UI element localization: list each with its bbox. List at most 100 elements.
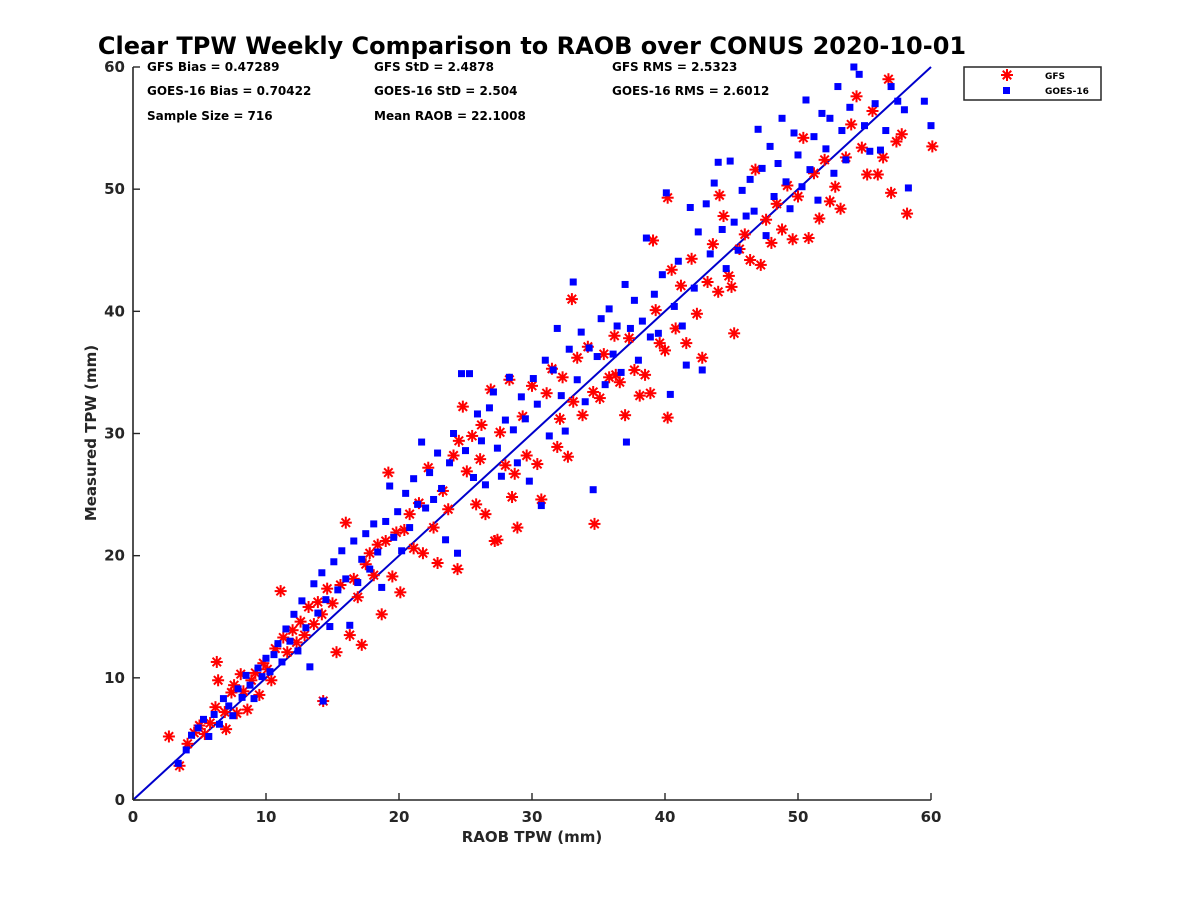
goes-16-point bbox=[234, 685, 242, 693]
goes-16-point bbox=[250, 695, 258, 703]
gfs-point bbox=[639, 368, 652, 381]
gfs-point bbox=[520, 449, 533, 462]
y-axis-label: Measured TPW (mm) bbox=[82, 345, 100, 521]
gfs-point bbox=[218, 706, 231, 719]
goes-16-point bbox=[814, 196, 822, 204]
goes-16-point bbox=[838, 127, 846, 135]
gfs-point bbox=[379, 535, 392, 548]
gfs-point bbox=[403, 508, 416, 521]
goes-16-point bbox=[469, 473, 477, 481]
gfs-point bbox=[813, 212, 826, 225]
gfs-point bbox=[499, 459, 512, 472]
gfs-point bbox=[576, 409, 589, 422]
goes-16-point bbox=[557, 392, 565, 400]
gfs-point bbox=[885, 186, 898, 199]
goes-16-point bbox=[887, 83, 895, 91]
gfs-point bbox=[659, 344, 671, 357]
goes-16-point bbox=[846, 103, 854, 111]
goes-16-point bbox=[242, 671, 250, 679]
goes-16-point bbox=[481, 481, 489, 489]
goes-16-point bbox=[410, 475, 418, 483]
goes-16-point bbox=[694, 228, 702, 236]
gfs-point bbox=[823, 195, 836, 208]
gfs-point bbox=[871, 168, 884, 181]
goes-16-point bbox=[545, 432, 553, 440]
gfs-point bbox=[834, 202, 847, 215]
gfs-point bbox=[470, 498, 483, 511]
goes-16-point bbox=[306, 663, 314, 671]
goes-16-point bbox=[430, 495, 438, 503]
goes-16-point bbox=[830, 169, 838, 177]
goes-16-point bbox=[826, 114, 834, 122]
gfs-point bbox=[311, 596, 324, 609]
gfs-point bbox=[561, 450, 574, 463]
goes-16-point bbox=[678, 322, 686, 330]
gfs-point bbox=[712, 285, 725, 298]
goes-16-point bbox=[418, 438, 426, 446]
goes-16-point bbox=[434, 449, 442, 457]
gfs-point bbox=[162, 730, 175, 743]
goes-16-point bbox=[682, 361, 690, 369]
goes-16-bias-stat: GOES-16 Bias = 0.70422 bbox=[147, 84, 311, 98]
gfs-point bbox=[760, 213, 773, 226]
goes-16-point bbox=[834, 83, 842, 91]
gfs-point bbox=[491, 533, 504, 546]
goes-16-point bbox=[174, 759, 182, 767]
goes-16-point bbox=[646, 333, 654, 341]
gfs-point bbox=[701, 276, 714, 289]
goes-16-point bbox=[642, 234, 650, 242]
goes-16-point bbox=[322, 596, 330, 604]
gfs-point bbox=[845, 118, 858, 131]
legend-goes-16-marker bbox=[1003, 87, 1010, 94]
goes-16-point bbox=[589, 486, 597, 494]
gfs-point bbox=[460, 465, 473, 478]
gfs-point bbox=[850, 90, 863, 103]
goes-16-point bbox=[894, 97, 902, 105]
goes-16-std-stat: GOES-16 StD = 2.504 bbox=[374, 84, 517, 98]
goes-16-point bbox=[577, 328, 585, 336]
goes-16-point bbox=[338, 547, 346, 555]
gfs-point bbox=[210, 655, 223, 668]
gfs-point bbox=[706, 238, 719, 251]
gfs-point bbox=[326, 597, 339, 610]
gfs-point bbox=[713, 189, 726, 202]
gfs-point bbox=[855, 141, 868, 154]
sample-size-stat: Sample Size = 716 bbox=[147, 109, 273, 123]
x-tick-label: 60 bbox=[921, 808, 942, 826]
y-axis-ticks: 0 10 20 30 40 50 60 bbox=[104, 58, 140, 809]
goes-16-point bbox=[638, 317, 646, 325]
y-tick-label: 60 bbox=[104, 58, 125, 76]
gfs-point bbox=[649, 304, 662, 317]
goes-16-point bbox=[205, 732, 213, 740]
goes-16-point bbox=[876, 146, 884, 154]
goes-16-point bbox=[262, 654, 270, 662]
gfs-point bbox=[776, 223, 789, 236]
goes-16-point bbox=[402, 489, 410, 497]
x-tick-label: 40 bbox=[655, 808, 676, 826]
goes-16-point bbox=[398, 547, 406, 555]
x-tick-label: 10 bbox=[256, 808, 277, 826]
goes-16-point bbox=[855, 70, 863, 78]
goes-16-point bbox=[537, 502, 545, 510]
goes-16-point bbox=[362, 530, 370, 538]
goes-16-point bbox=[617, 368, 625, 376]
goes-16-point bbox=[553, 324, 561, 332]
goes-16-point bbox=[790, 129, 798, 137]
gfs-std-stat: GFS StD = 2.4878 bbox=[374, 60, 494, 74]
gfs-point bbox=[861, 168, 874, 181]
gfs-point bbox=[531, 458, 544, 471]
goes-16-point bbox=[282, 625, 290, 633]
gfs-point bbox=[431, 556, 444, 569]
gfs-point bbox=[551, 440, 564, 453]
legend-gfs-label: GFS bbox=[1045, 72, 1065, 82]
gfs-point bbox=[565, 293, 578, 306]
goes-16-point bbox=[698, 366, 706, 374]
gfs-point bbox=[685, 252, 698, 265]
goes-16-point bbox=[286, 637, 294, 645]
gfs-point bbox=[451, 563, 464, 576]
gfs-point bbox=[571, 351, 584, 364]
y-tick-label: 10 bbox=[104, 669, 125, 687]
gfs-point bbox=[765, 236, 778, 249]
mean-raob-stat: Mean RAOB = 22.1008 bbox=[374, 109, 526, 123]
goes-16-point bbox=[310, 580, 318, 588]
